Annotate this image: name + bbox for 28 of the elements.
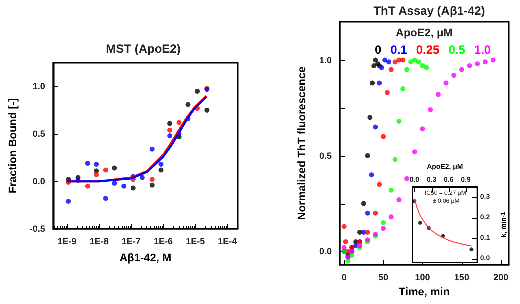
x-tick-label: 1E-4 [218,236,238,246]
x-tick-label: 50 [378,272,389,282]
x-tick-label: 1E-5 [186,236,206,246]
series-label: 0 [375,43,382,57]
y-tick-label: 0.0 [319,246,332,257]
series-label: 0.1 [390,43,408,57]
series-label: 0.5 [448,43,466,57]
x-tick-label: 1E-9 [58,236,77,246]
x-tick-label: 100 [415,272,430,282]
x-tick-label: 150 [454,272,470,282]
y-axis-title: Normalized ThT fluorescence [296,66,308,220]
chart-title: MST (ApoE2) [106,42,181,56]
legend-title: ApoE2, μM [396,28,453,40]
x-axis-title: Time, min [398,286,450,298]
y-tick-label: 1.0 [32,82,46,92]
y-tick-label: 1.0 [319,55,332,66]
series-label: 0.25 [416,43,440,57]
x-tick-label: 1E-8 [90,236,109,246]
chart-title: ThT Assay (Aβ1-42) [374,4,486,18]
x-tick-label: 200 [494,272,509,282]
x-axis-title: Aβ1-42, M [120,252,172,264]
y-tick-label: -0.5 [30,224,46,234]
y-tick-label: 0.5 [32,129,46,140]
y-tick-label: 0.5 [319,150,332,161]
x-tick-label: 1E-7 [122,236,141,246]
x-tick-label: 1E-6 [154,236,174,246]
x-tick-label: 0 [342,272,347,282]
y-axis-title: Fraction Bound [-] [8,98,20,194]
